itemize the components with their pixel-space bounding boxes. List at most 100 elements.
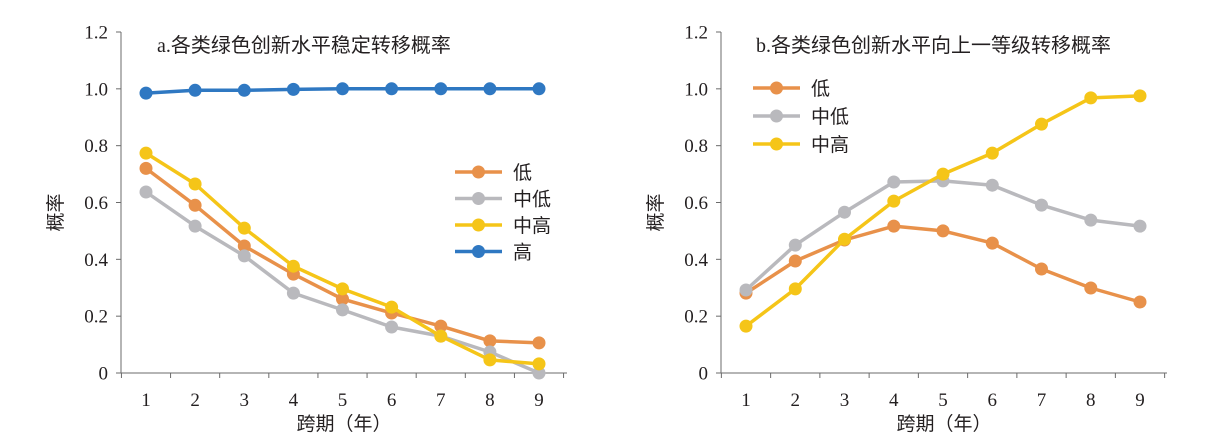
legend-label: 中低 [811, 106, 849, 128]
data-point [887, 175, 901, 189]
legend-swatch-marker [472, 165, 485, 179]
data-point [336, 303, 349, 317]
x-axis-label: 跨期（年） [896, 413, 991, 435]
series-2 [139, 146, 546, 371]
y-tick-label: 1.2 [684, 23, 708, 44]
chart-title: b.各类绿色创新水平向上一等级转移概率 [756, 34, 1111, 57]
x-tick-label: 3 [240, 390, 250, 411]
data-point [739, 319, 753, 333]
legend-item: 高 [455, 242, 532, 264]
x-axis-label: 跨期（年） [296, 413, 391, 435]
data-point [385, 82, 399, 96]
data-point [532, 82, 546, 96]
data-point [1133, 219, 1147, 233]
legend-swatch-marker [770, 137, 783, 151]
data-point [188, 198, 202, 212]
data-point [286, 286, 300, 300]
chart-title: a.各类绿色创新水平稳定转移概率 [157, 34, 451, 57]
legend-swatch-marker [472, 245, 485, 258]
data-point [139, 86, 153, 100]
y-axis-label: 概率 [645, 193, 667, 231]
x-tick-label: 2 [791, 390, 801, 411]
legend-label: 中低 [513, 189, 551, 211]
legend-item: 中高 [455, 215, 551, 237]
data-point [838, 205, 851, 219]
data-point [1035, 198, 1048, 212]
series-line [744, 94, 1141, 328]
data-point [838, 232, 851, 246]
x-tick-label: 7 [1037, 390, 1047, 411]
x-tick-label: 9 [1135, 390, 1145, 411]
data-point [985, 146, 999, 160]
data-point [336, 82, 349, 96]
x-tick-label: 6 [988, 390, 998, 411]
y-tick-label: 0.2 [84, 307, 108, 328]
legend-label: 低 [811, 78, 830, 100]
y-tick-label: 1.2 [84, 23, 108, 44]
data-point [237, 239, 251, 253]
data-point [887, 194, 901, 208]
data-point [532, 357, 546, 371]
x-tick-label: 9 [534, 390, 544, 411]
data-point [434, 329, 448, 343]
x-tick-label: 4 [889, 390, 899, 411]
data-point [532, 336, 546, 350]
data-point [139, 185, 153, 199]
legend-swatch-marker [472, 218, 485, 232]
data-point [532, 366, 546, 380]
legend-item: 低 [455, 162, 532, 184]
data-point [1035, 117, 1048, 131]
y-tick-label: 0 [99, 364, 109, 385]
data-point [434, 319, 448, 333]
data-point [385, 320, 399, 334]
y-tick-label: 1.0 [84, 79, 108, 100]
x-tick-label: 7 [436, 390, 446, 411]
data-point [188, 83, 202, 97]
data-point [286, 259, 300, 273]
data-point [936, 167, 950, 181]
data-point [1084, 281, 1098, 295]
legend-label: 高 [513, 242, 532, 264]
data-point [739, 283, 753, 297]
data-point [188, 177, 202, 191]
x-tick-label: 6 [387, 390, 397, 411]
data-point [1133, 295, 1147, 309]
y-tick-label: 0.2 [684, 307, 708, 328]
series-3 [139, 82, 546, 100]
legend-label: 中高 [811, 134, 849, 156]
series-0 [739, 219, 1147, 309]
x-tick-label: 1 [141, 390, 151, 411]
data-point [286, 82, 300, 96]
data-point [483, 82, 497, 96]
data-point [237, 249, 251, 263]
legend-item: 中低 [455, 189, 551, 211]
legend-swatch-marker [770, 109, 783, 123]
y-axis-label: 概率 [45, 193, 67, 231]
data-point [788, 254, 802, 268]
data-point [434, 82, 448, 96]
y-tick-label: 0.8 [684, 136, 708, 157]
data-point [788, 282, 802, 296]
data-point [188, 219, 202, 233]
data-point [139, 146, 153, 160]
data-point [336, 292, 349, 306]
y-tick-label: 0 [699, 364, 709, 385]
data-point [139, 161, 153, 175]
x-tick-label: 1 [741, 390, 751, 411]
y-tick-label: 0.4 [684, 250, 708, 271]
series-line [145, 151, 540, 366]
legend-item: 中高 [753, 134, 849, 156]
x-tick-label: 2 [190, 390, 200, 411]
x-tick-label: 5 [938, 390, 948, 411]
data-point [237, 83, 251, 97]
series-2 [739, 89, 1147, 333]
data-point [237, 221, 251, 235]
legend-item: 中低 [753, 106, 849, 128]
y-tick-label: 0.6 [84, 193, 108, 214]
y-tick-label: 0.4 [84, 250, 108, 271]
y-tick-label: 1.0 [684, 79, 708, 100]
y-tick-label: 0.6 [684, 193, 708, 214]
